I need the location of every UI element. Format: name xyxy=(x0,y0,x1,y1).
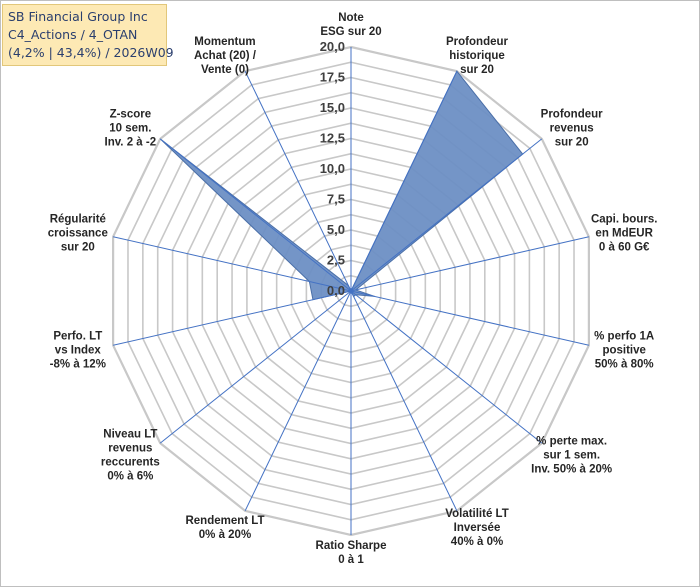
axis-label: % perfo 1A xyxy=(594,330,654,342)
axis-label: Capi. bours. xyxy=(591,214,657,226)
axis-label: Inv. 2 à -2 xyxy=(105,137,157,149)
axis-spoke xyxy=(113,236,352,292)
axis-label: sur 20 xyxy=(460,64,494,76)
axis-label: Inv. 50% à 20% xyxy=(531,463,612,475)
tick-label: 7,5 xyxy=(327,192,345,207)
axis-label: Vente (0) xyxy=(201,64,249,76)
axis-label: % perte max. xyxy=(536,435,607,447)
tick-label: 17,5 xyxy=(320,70,345,85)
tick-label: 0,0 xyxy=(327,283,345,298)
axis-label: sur 20 xyxy=(555,137,589,149)
axis-label: Achat (20) / xyxy=(194,50,257,62)
axis-label: Momentum xyxy=(194,36,255,48)
axis-spoke xyxy=(350,290,458,512)
axis-label: vs Index xyxy=(55,344,102,356)
title-category: C4_Actions / 4_OTAN xyxy=(8,27,138,42)
chart-title-box: SB Financial Group Inc C4_Actions / 4_OT… xyxy=(2,4,174,66)
axis-spoke xyxy=(244,290,352,512)
axis-label: ESG sur 20 xyxy=(320,26,381,38)
axis-spoke xyxy=(159,138,352,292)
axis-label: Rendement LT xyxy=(185,515,264,527)
axis-label: revenus xyxy=(108,442,152,454)
title-company: SB Financial Group Inc xyxy=(8,9,148,24)
tick-label: 2,5 xyxy=(327,253,345,268)
axis-label: reccurents xyxy=(101,456,160,468)
axis-label: sur 1 sem. xyxy=(543,449,600,461)
axis-label: 40% à 0% xyxy=(451,536,503,548)
axis-spoke xyxy=(244,70,352,292)
axis-label: Note xyxy=(338,12,364,24)
axis-spoke xyxy=(350,290,543,444)
axis-label: Volatilité LT xyxy=(445,508,508,520)
axis-label: -8% à 12% xyxy=(50,358,106,370)
tick-label: 5,0 xyxy=(327,222,345,237)
axis-label: Profondeur xyxy=(541,109,603,121)
axis-spoke xyxy=(113,290,352,346)
axis-spoke xyxy=(350,70,458,292)
axis-label: Niveau LT xyxy=(103,428,157,440)
axis-label: historique xyxy=(449,50,505,62)
radar-spokes xyxy=(113,47,589,535)
axis-label: Inversée xyxy=(454,522,501,534)
axis-label: 50% à 80% xyxy=(595,358,654,370)
axis-label: 0% à 20% xyxy=(199,529,251,541)
axis-spoke xyxy=(350,236,589,292)
tick-label: 10,0 xyxy=(320,161,345,176)
axis-label: croissance xyxy=(48,228,108,240)
radar-axis-labels: Note ESG sur 20 Profondeur historique sur 20… xyxy=(48,12,658,566)
axis-label: Perfo. LT xyxy=(53,330,102,342)
axis-label: Z-score xyxy=(110,109,152,121)
axis-label: en MdEUR xyxy=(595,228,653,240)
axis-label: Régularité xyxy=(50,214,106,226)
axis-label: 0 à 60 G€ xyxy=(599,242,650,254)
tick-label: 20,0 xyxy=(320,39,345,54)
axis-spoke xyxy=(350,290,589,346)
radar-tick-labels: 0,0 2,5 5,0 7,5 10,0 12,5 15,0 17,5 20,0 xyxy=(320,39,345,298)
axis-spoke xyxy=(350,138,543,292)
tick-label: 15,0 xyxy=(320,100,345,115)
axis-label: revenus xyxy=(550,123,594,135)
axis-label: sur 20 xyxy=(61,242,95,254)
axis-label: 10 sem. xyxy=(109,123,151,135)
tick-label: 12,5 xyxy=(320,131,345,146)
title-stats: (4,2% | 43,4%) / 2026W09 xyxy=(8,45,174,60)
axis-label: 0 à 1 xyxy=(338,554,364,566)
axis-label: Ratio Sharpe xyxy=(316,540,387,552)
axis-label: positive xyxy=(602,344,645,356)
axis-spoke xyxy=(159,290,352,444)
axis-label: 0% à 6% xyxy=(107,470,153,482)
axis-label: Profondeur xyxy=(446,36,508,48)
